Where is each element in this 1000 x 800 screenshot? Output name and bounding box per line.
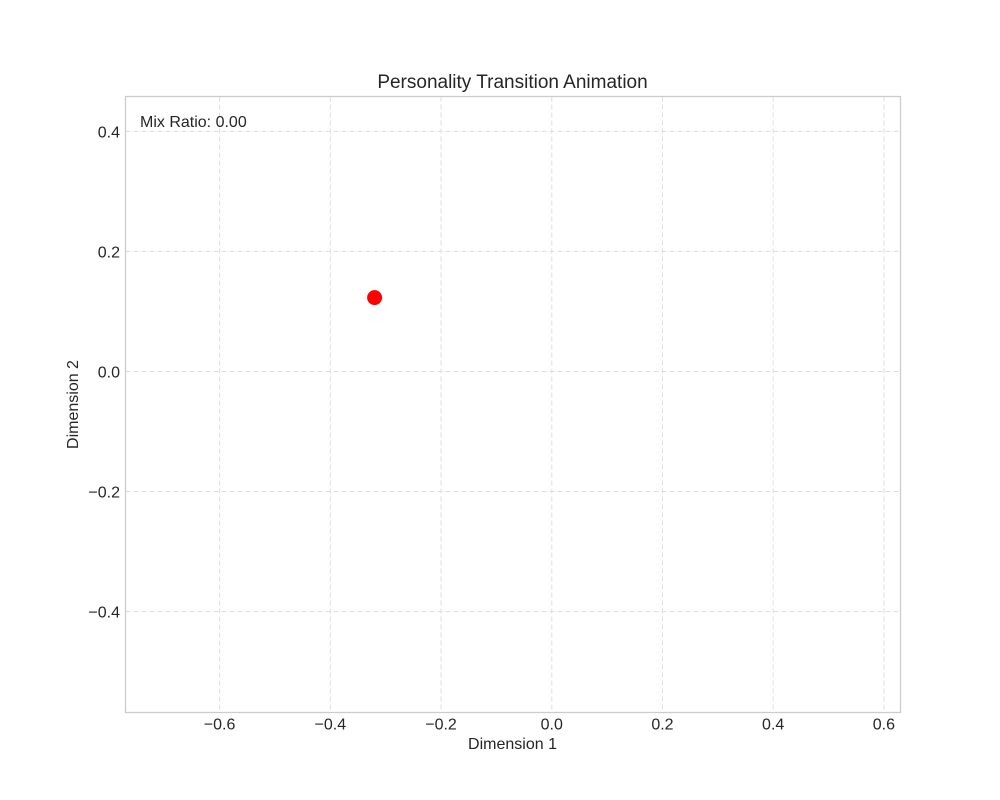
x-tick-label: 0.6 <box>873 717 895 734</box>
y-tick-label: 0.4 <box>98 124 120 141</box>
data-points <box>367 290 383 306</box>
x-tick-label: 0.4 <box>762 717 784 734</box>
chart-title: Personality Transition Animation <box>377 72 647 93</box>
data-point <box>367 290 383 306</box>
grid <box>125 96 901 713</box>
y-axis-label: Dimension 2 <box>65 360 82 449</box>
y-tick-label: 0.2 <box>98 244 120 261</box>
x-tick-label: 0.0 <box>541 717 563 734</box>
x-tick-label: −0.2 <box>425 717 457 734</box>
plot-frame <box>124 95 902 714</box>
y-tick-label: 0.0 <box>98 364 120 381</box>
y-tick-label: −0.2 <box>88 485 120 502</box>
mix-ratio-annotation: Mix Ratio: 0.00 <box>140 114 247 131</box>
x-tick-label: −0.4 <box>315 717 347 734</box>
x-tick-labels: −0.6 −0.4 −0.2 0.0 0.2 0.4 0.6 <box>204 717 895 734</box>
x-tick-label: 0.2 <box>651 717 673 734</box>
x-tick-label: −0.6 <box>204 717 236 734</box>
y-tick-labels: 0.4 0.2 0.0 −0.2 −0.4 <box>88 124 120 621</box>
y-tick-label: −0.4 <box>88 605 120 622</box>
x-axis-label: Dimension 1 <box>468 736 557 753</box>
